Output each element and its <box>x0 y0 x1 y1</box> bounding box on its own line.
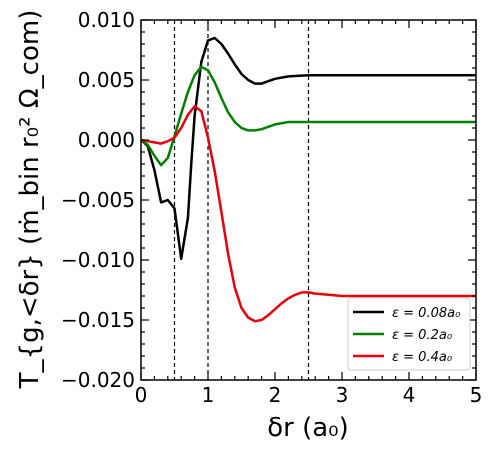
tick-labels: 0 1 2 3 4 5 −0.020 −0.015 −0.010 −0.005 0.000 0.005… <box>61 8 482 407</box>
series-lines <box>140 36 476 323</box>
legend-label: ε = 0.2a₀ <box>392 328 453 343</box>
y-tick-label: 0.000 <box>78 128 135 152</box>
x-tick-label: 2 <box>269 383 282 407</box>
legend: ε = 0.08a₀ ε = 0.2a₀ ε = 0.4a₀ <box>347 297 471 371</box>
legend-label: ε = 0.08a₀ <box>392 306 461 321</box>
y-tick-label: −0.010 <box>61 248 135 272</box>
y-tick-label: 0.010 <box>78 8 135 32</box>
x-tick-label: 1 <box>202 383 215 407</box>
axis-ticks <box>140 19 477 381</box>
x-tick-label: 0 <box>135 383 148 407</box>
legend-box <box>347 297 471 371</box>
y-axis-title: T_{g,<δr} (ṁ_bin r₀² Ω_com) <box>15 10 45 390</box>
x-tick-label: 4 <box>403 383 416 407</box>
y-tick-label: −0.005 <box>61 188 135 212</box>
x-tick-label: 3 <box>336 383 349 407</box>
x-tick-label: 5 <box>470 383 483 407</box>
y-tick-label: −0.020 <box>61 368 135 392</box>
y-tick-label: −0.015 <box>61 308 135 332</box>
x-axis-title: δr (a₀) <box>267 413 349 443</box>
series-line-2 <box>140 65 476 167</box>
series-line-1 <box>140 36 476 261</box>
y-tick-label: 0.005 <box>78 68 135 92</box>
reference-lines <box>173 20 310 380</box>
legend-label: ε = 0.4a₀ <box>392 350 453 365</box>
series-line-3 <box>140 105 476 323</box>
